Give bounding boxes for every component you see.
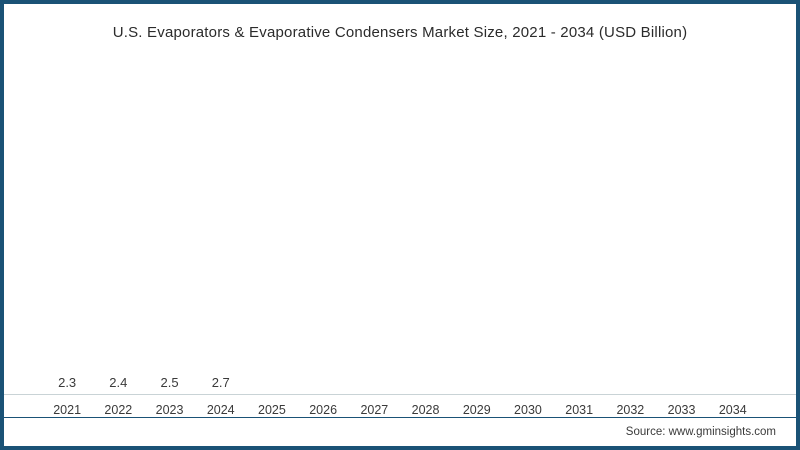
axis-label-2032: 2032 (607, 403, 653, 417)
axis-label-2022: 2022 (95, 403, 141, 417)
bar-group-2031[interactable] (556, 106, 602, 394)
axis-label-2031: 2031 (556, 403, 602, 417)
axis-label-2034: 2034 (710, 403, 756, 417)
axis-label-2023: 2023 (146, 403, 192, 417)
axis-label-2029: 2029 (454, 403, 500, 417)
bar-group-2029[interactable] (454, 140, 500, 394)
axis-label-2030: 2030 (505, 403, 551, 417)
bar-value-label-2021: 2.3 (58, 375, 76, 390)
chart-title: U.S. Evaporators & Evaporative Condenser… (4, 4, 796, 51)
axis-label-2028: 2028 (402, 403, 448, 417)
bar-group-2025[interactable] (249, 195, 295, 394)
bar-group-2030[interactable] (505, 123, 551, 394)
bar-group-2022[interactable]: 2.4 (95, 229, 141, 394)
bar-group-2032[interactable] (607, 89, 653, 394)
axis-label-2033: 2033 (658, 403, 704, 417)
axis-label-2027: 2027 (351, 403, 397, 417)
bar-group-2021[interactable]: 2.3 (44, 236, 90, 394)
bar-value-label-2024: 2.7 (212, 375, 230, 390)
bar-group-2024[interactable]: 2.7 (198, 209, 244, 394)
axis-label-2024: 2024 (198, 403, 244, 417)
axis-labels-row: 2021 2022 2023 2024 2025 2026 2027 2028 … (4, 395, 796, 417)
axis-label-2025: 2025 (249, 403, 295, 417)
bar-value-label-2022: 2.4 (109, 375, 127, 390)
bar-group-2026[interactable] (300, 181, 346, 394)
bar-value-label-2023: 2.5 (161, 375, 179, 390)
bar-group-2027[interactable] (351, 168, 397, 394)
bar-group-2033[interactable] (658, 72, 704, 394)
footer-bar: Source: www.gminsights.com (4, 417, 796, 446)
axis-label-2021: 2021 (44, 403, 90, 417)
chart-card: U.S. Evaporators & Evaporative Condenser… (0, 0, 800, 450)
chart-plot-area: 2.3 2.4 2.5 2.7 (4, 51, 796, 395)
axis-label-2026: 2026 (300, 403, 346, 417)
bar-group-2028[interactable] (402, 154, 448, 394)
bar-group-2023[interactable]: 2.5 (146, 223, 192, 395)
bar-group-2034[interactable] (710, 54, 756, 394)
source-text: Source: www.gminsights.com (626, 426, 776, 438)
